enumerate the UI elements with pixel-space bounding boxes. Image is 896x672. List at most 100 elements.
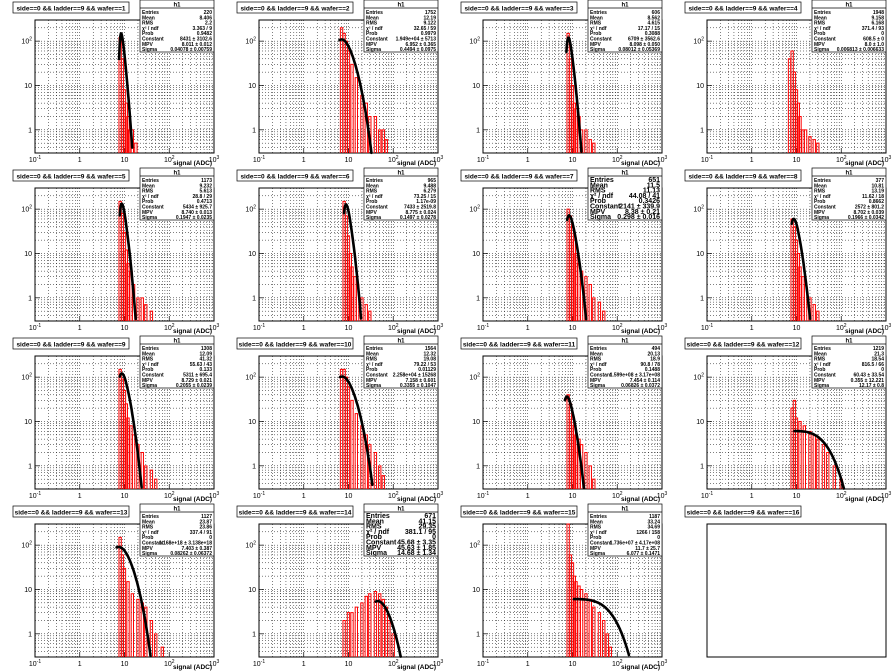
- stats-label: Constant: [590, 204, 621, 211]
- stats-value: 0.3088: [645, 31, 661, 37]
- x-tick-label: 103: [657, 323, 668, 332]
- stats-label: Mean: [814, 15, 827, 21]
- x-tick-label: 103: [209, 659, 220, 668]
- x-tick-label: 1: [526, 661, 530, 668]
- histogram-bin: [140, 297, 144, 321]
- plot-frame: [706, 523, 887, 658]
- stats-label: RMS: [142, 189, 154, 195]
- stats-label: Sigma: [814, 47, 829, 53]
- fit-curve: [338, 38, 373, 155]
- x-tick-label: 103: [657, 155, 668, 164]
- x-tick-label: 10: [121, 157, 129, 164]
- panel-title-box: [684, 1, 802, 14]
- x-tick-label: 1: [302, 325, 306, 332]
- stats-box: [139, 167, 215, 221]
- stats-value: 32.65 / 59: [414, 26, 436, 32]
- x-tick-label: 1: [750, 157, 754, 164]
- x-tick-label: 103: [433, 323, 444, 332]
- histogram-bin: [348, 252, 352, 321]
- stats-name: h1: [845, 171, 853, 177]
- histogram-bin: [597, 612, 602, 657]
- stats-name: h1: [621, 3, 629, 9]
- x-tick-label: 10: [569, 661, 577, 668]
- x-tick-label: 102: [164, 659, 175, 668]
- stats-value: 0.9979: [421, 31, 437, 37]
- stats-value: 0.08012 ± 0.05369: [618, 47, 660, 53]
- stats-label: Constant: [366, 373, 388, 379]
- stats-label: RMS: [590, 21, 602, 27]
- stats-label: RMS: [366, 21, 378, 27]
- stats-name: h1: [845, 3, 853, 9]
- x-tick-label: 103: [433, 491, 444, 500]
- stats-value: 90.8 / 78: [641, 362, 661, 368]
- stats-label: Constant: [590, 373, 612, 379]
- histogram-bin: [373, 451, 378, 489]
- stats-label: χ² / ndf: [366, 529, 390, 536]
- stats-value: 8.729 ± 0.021: [181, 378, 212, 384]
- stats-value: 34.69: [647, 525, 660, 531]
- y-tick-label: 1: [252, 463, 256, 470]
- x-tick-label: 10-1: [253, 323, 265, 332]
- histogram-panel: side==0 && ladder==9 && wafer==1 10-1 1 10 1…: [12, 0, 220, 167]
- x-tick-label: 1: [78, 661, 82, 668]
- histogram-panel: side==0 && ladder==9 && wafer==6 10-1 1 10 1…: [236, 167, 444, 335]
- stats-label: Entries: [590, 177, 614, 184]
- stats-value: 8.098 ± 0.050: [629, 42, 660, 48]
- stats-label: MPV: [590, 42, 602, 48]
- panel-title-box: [684, 505, 802, 518]
- stats-label: Entries: [142, 178, 159, 184]
- histogram-bin: [346, 50, 351, 153]
- stats-value: 9.122: [423, 21, 436, 27]
- stats-value: 23.87: [199, 519, 212, 525]
- stats-box: [811, 0, 887, 53]
- stats-value: 6.279: [423, 189, 436, 195]
- panel-title: side==0 && ladder==9 && wafer==8: [688, 174, 797, 181]
- histogram-bin: [602, 619, 606, 657]
- x-tick-label: 10-1: [29, 323, 41, 332]
- stats-label: RMS: [366, 189, 378, 195]
- y-tick-label: 10: [24, 83, 32, 90]
- fit-curve: [118, 202, 137, 321]
- stats-value: 965: [428, 178, 437, 184]
- y-tick-label: 102: [21, 541, 32, 550]
- panel-title-box: [236, 1, 354, 14]
- histogram-bin: [378, 465, 382, 489]
- y-tick-label: 10: [472, 83, 480, 90]
- stats-label: χ² / ndf: [142, 530, 159, 536]
- stats-label: χ² / ndf: [590, 362, 607, 368]
- x-axis-label: signal (ADC): [173, 664, 212, 671]
- x-tick-label: 10: [121, 325, 129, 332]
- histogram-bin: [131, 434, 136, 489]
- y-tick-label: 1: [700, 127, 704, 134]
- histogram-bin: [592, 297, 596, 321]
- stats-label: MPV: [142, 42, 154, 48]
- y-tick-label: 102: [469, 541, 480, 550]
- stats-value: 60.43 ± 33.54: [853, 373, 884, 379]
- stats-value: 12.17 ± 0.8: [859, 383, 884, 389]
- stats-label: Mean: [142, 183, 155, 189]
- stats-value: 9.232: [199, 183, 212, 189]
- stats-value: 1752: [425, 10, 436, 16]
- histogram-bin: [787, 58, 792, 153]
- histogram-bin: [144, 465, 148, 489]
- stats-label: MPV: [142, 546, 154, 552]
- fit-curve: [793, 429, 846, 490]
- x-tick-label: 102: [164, 155, 175, 164]
- stats-label: Prob: [142, 31, 153, 37]
- histogram-bin: [796, 102, 800, 153]
- stats-label: Constant: [142, 541, 164, 547]
- stats-value: 19.08: [423, 357, 436, 363]
- stats-label: χ² / ndf: [814, 362, 831, 368]
- histogram-bin: [798, 420, 802, 489]
- histogram-bin: [572, 575, 576, 657]
- stats-value: 8.406: [199, 15, 212, 21]
- stats-label: MPV: [590, 209, 606, 216]
- stats-label: RMS: [142, 357, 154, 363]
- stats-value: 5311 ± 695.4: [183, 373, 212, 379]
- stats-box: [363, 335, 439, 389]
- stats-value: 337.4 / 91: [190, 530, 212, 536]
- stats-label: Entries: [814, 10, 831, 16]
- y-tick-label: 102: [245, 205, 256, 214]
